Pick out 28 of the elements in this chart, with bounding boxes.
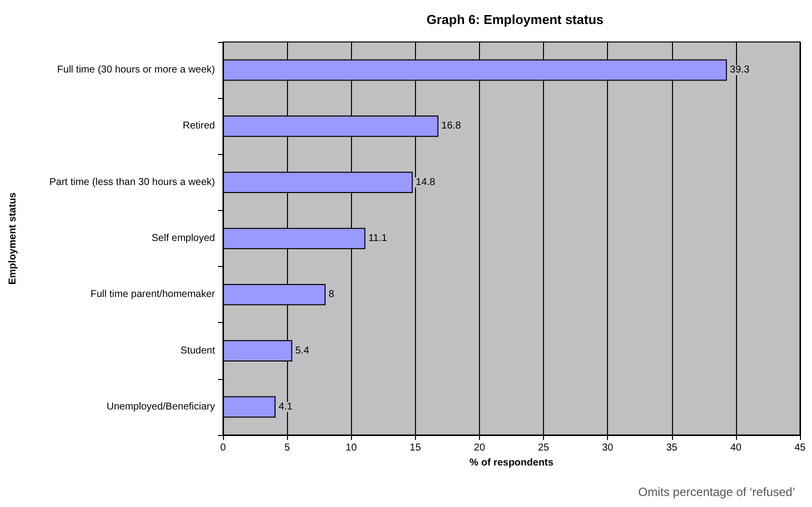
x-tick-label: 5 — [284, 442, 290, 454]
y-tick-label: Student — [180, 345, 216, 356]
data-label: 4.1 — [278, 401, 293, 412]
y-tick-label: Self employed — [152, 233, 215, 244]
y-tick-label: Retired — [182, 120, 215, 132]
text: Omits percentage of ‘refused’ — [638, 485, 796, 499]
data-label: 8 — [328, 289, 335, 300]
data-label: 39.3 — [730, 64, 750, 76]
y-tick-label: Unemployed/Beneficiary — [106, 401, 215, 412]
x-tick-label: 45 — [794, 442, 806, 454]
data-label: 16.8 — [441, 120, 462, 132]
x-tick-label: 30 — [602, 442, 614, 454]
data-label: 14.8 — [416, 176, 436, 188]
y-axis-title: Employment status — [8, 192, 18, 285]
y-tick-label: Part time (less than 30 hours a week) — [49, 176, 215, 188]
x-tick-label: 35 — [666, 442, 678, 454]
data-label: 11.1 — [368, 233, 388, 244]
x-tick-label: 40 — [730, 442, 742, 454]
x-tick-label: 15 — [410, 442, 422, 454]
x-tick-label: 20 — [474, 442, 486, 454]
y-tick-label: Full time (30 hours or more a week) — [57, 64, 215, 76]
x-tick-label: 10 — [346, 442, 358, 454]
chart-title: Graph 6: Employment status — [426, 12, 604, 27]
x-axis-title: % of respondents — [470, 457, 554, 468]
data-label: 5.4 — [295, 345, 310, 356]
y-tick-label: Full time parent/homemaker — [90, 289, 216, 300]
x-tick-label: 0 — [220, 442, 226, 454]
x-tick-label: 25 — [538, 442, 550, 454]
